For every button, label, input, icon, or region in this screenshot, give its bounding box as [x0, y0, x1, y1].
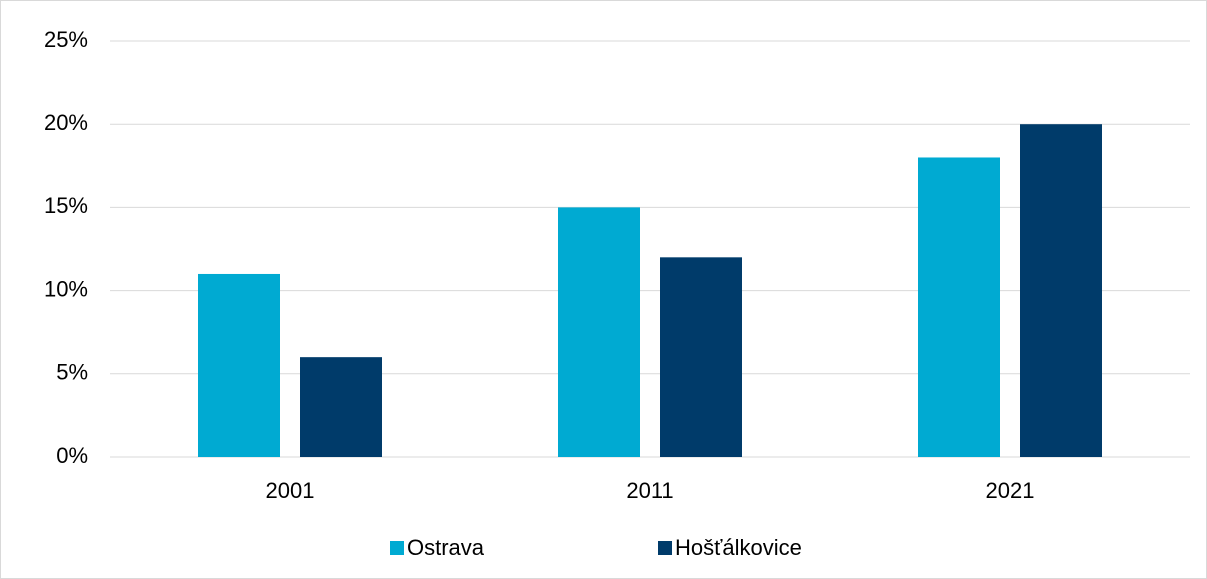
- legend-label: Hošťálkovice: [675, 535, 802, 560]
- legend-swatch: [658, 541, 672, 555]
- bar: [558, 207, 640, 457]
- legend-label: Ostrava: [407, 535, 485, 560]
- y-tick-label: 15%: [44, 193, 88, 218]
- bar: [918, 157, 1000, 458]
- y-tick-label: 10%: [44, 276, 88, 301]
- bar: [660, 257, 742, 457]
- y-tick-label: 25%: [44, 27, 88, 52]
- bar: [300, 357, 382, 457]
- legend-swatch: [390, 541, 404, 555]
- x-tick-label: 2011: [626, 478, 673, 503]
- y-tick-label: 0%: [56, 443, 88, 468]
- x-tick-label: 2021: [986, 478, 1035, 503]
- bar: [198, 273, 280, 457]
- x-tick-label: 2001: [266, 478, 315, 503]
- y-tick-label: 5%: [56, 360, 88, 385]
- bar: [1020, 124, 1102, 457]
- y-tick-label: 20%: [44, 110, 88, 135]
